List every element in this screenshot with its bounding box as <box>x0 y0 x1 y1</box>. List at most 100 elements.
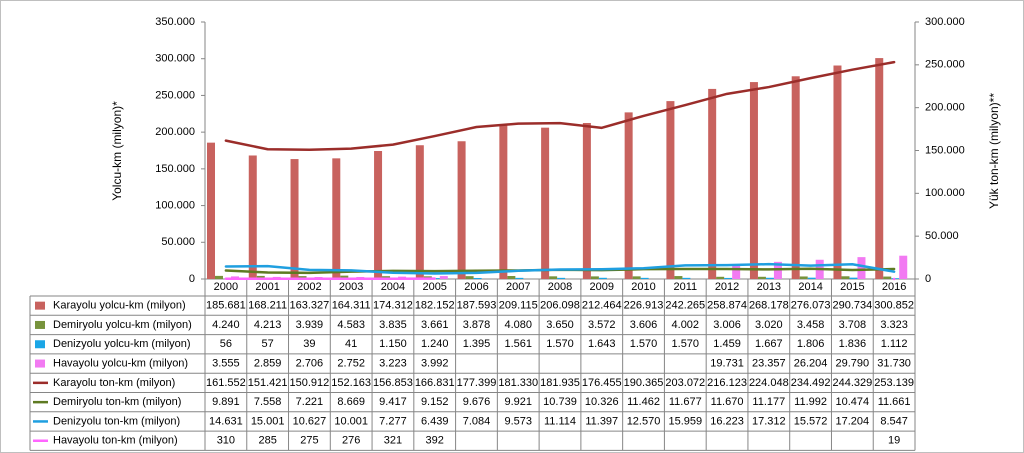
y2-axis-title: Yük ton-km (milyon)** <box>987 93 1001 209</box>
x-tick-label: 2012 <box>715 281 739 293</box>
x-tick-label: 2015 <box>840 281 864 293</box>
table-value: 187.593 <box>457 300 497 312</box>
bar <box>507 276 516 279</box>
table-value: 182.152 <box>415 300 455 312</box>
table-value: 29.790 <box>836 357 870 369</box>
bar <box>598 277 607 279</box>
table-value: 1.836 <box>839 338 867 350</box>
table-value: 1.643 <box>588 338 616 350</box>
table-value: 174.312 <box>373 300 413 312</box>
table-value: 3.323 <box>880 319 908 331</box>
table-value: 11.670 <box>711 396 744 408</box>
table-value: 150.912 <box>290 377 330 389</box>
table-value: 12.570 <box>627 415 661 427</box>
table-value: 3.650 <box>546 319 574 331</box>
table-value: 56 <box>220 338 232 350</box>
legend-label: Denizyolu yolcu-km (milyon) <box>53 338 191 350</box>
bar <box>833 65 842 279</box>
y-tick-label: 100.000 <box>155 199 195 211</box>
bar <box>849 277 858 279</box>
bar <box>708 88 717 279</box>
bar <box>857 257 866 279</box>
table-value: 244.329 <box>832 377 872 389</box>
bar <box>290 159 299 279</box>
table-value: 1.570 <box>630 338 658 350</box>
table-value: 1.112 <box>881 338 908 350</box>
table-value: 253.139 <box>874 377 914 389</box>
bar <box>515 277 524 279</box>
table-value: 3.223 <box>379 357 407 369</box>
table-value: 8.669 <box>337 396 365 408</box>
x-tick-label: 2016 <box>882 281 906 293</box>
table-value: 3.708 <box>839 319 867 331</box>
table-value: 10.739 <box>543 396 577 408</box>
table-value: 4.583 <box>337 319 365 331</box>
table-value: 7.084 <box>463 415 491 427</box>
y-axis-title: Yolcu-km (milyon)* <box>110 101 124 201</box>
table-value: 203.072 <box>665 377 705 389</box>
x-tick-label: 2000 <box>214 281 238 293</box>
table-value: 10.326 <box>585 396 619 408</box>
table-value: 276 <box>342 435 360 447</box>
table-value: 3.555 <box>212 357 240 369</box>
bar <box>499 125 508 279</box>
table-value: 151.421 <box>248 377 288 389</box>
table-value: 15.001 <box>251 415 285 427</box>
table-value: 10.627 <box>293 415 327 427</box>
table-value: 23.357 <box>752 357 786 369</box>
bar <box>465 276 474 279</box>
x-tick-label: 2011 <box>673 281 697 293</box>
y-tick-label: 50.000 <box>161 236 195 248</box>
legend-label: Karayolu ton-km (milyon) <box>53 377 175 389</box>
table-value: 3.878 <box>463 319 491 331</box>
legend-label: Karayolu yolcu-km (milyon) <box>53 300 186 312</box>
bar <box>624 112 633 279</box>
table-value: 258.874 <box>707 300 747 312</box>
table-value: 11.114 <box>544 415 576 427</box>
table-value: 15.572 <box>794 415 828 427</box>
table-value: 11.397 <box>585 415 618 427</box>
table-value: 11.462 <box>627 396 660 408</box>
bar <box>473 277 482 279</box>
table-value: 11.661 <box>878 396 911 408</box>
table-value: 234.492 <box>791 377 831 389</box>
table-value: 177.399 <box>457 377 497 389</box>
y2-tick-label: 200.000 <box>925 102 965 114</box>
table-value: 9.417 <box>379 396 407 408</box>
table-value: 8.547 <box>880 415 908 427</box>
table-value: 11.177 <box>752 396 785 408</box>
legend-label: Havayolu yolcu-km (milyon) <box>53 357 188 369</box>
bar <box>215 275 223 279</box>
table-value: 181.330 <box>498 377 538 389</box>
table-value: 181.935 <box>540 377 580 389</box>
table-value: 3.992 <box>421 357 449 369</box>
x-tick-label: 2002 <box>297 281 321 293</box>
legend-key <box>35 320 45 329</box>
x-tick-label: 2003 <box>339 281 363 293</box>
table-value: 1.806 <box>797 338 825 350</box>
table-value: 276.073 <box>791 300 831 312</box>
bar <box>883 276 892 279</box>
bar <box>807 277 816 279</box>
bar <box>724 277 733 279</box>
table-value: 16.223 <box>710 415 744 427</box>
table-value: 3.939 <box>296 319 324 331</box>
table-value: 209.115 <box>499 300 538 312</box>
table-value: 1.667 <box>755 338 783 350</box>
y2-tick-label: 150.000 <box>925 144 965 156</box>
table-value: 4.002 <box>672 319 700 331</box>
table-value: 1.240 <box>421 338 449 350</box>
y-tick-label: 250.000 <box>155 89 195 101</box>
y-tick-label: 200.000 <box>155 126 195 138</box>
table-value: 3.606 <box>630 319 658 331</box>
table-value: 1.150 <box>379 338 407 350</box>
table-value: 3.020 <box>755 319 783 331</box>
x-tick-label: 2014 <box>798 281 822 293</box>
table-value: 216.123 <box>707 377 747 389</box>
table-value: 206.098 <box>540 300 580 312</box>
table-value: 17.204 <box>836 415 870 427</box>
bar <box>765 277 774 279</box>
bar <box>674 276 683 279</box>
bar <box>899 255 908 279</box>
y-tick-label: 300.000 <box>155 53 195 65</box>
